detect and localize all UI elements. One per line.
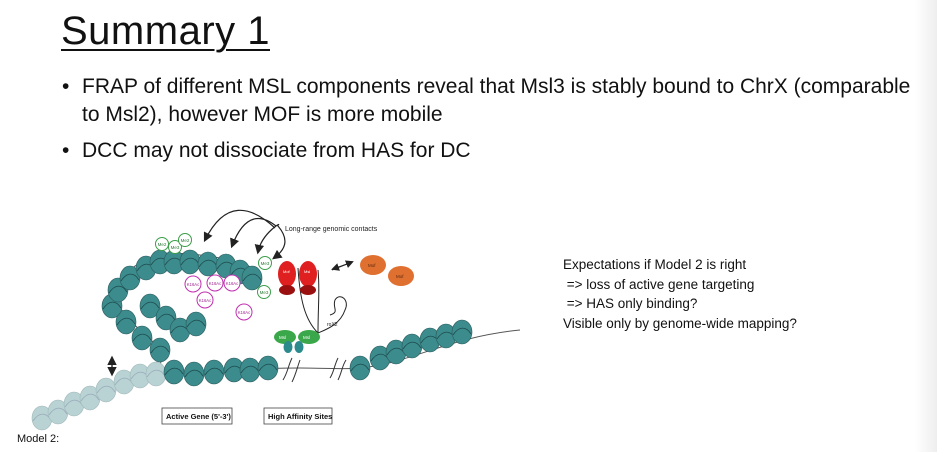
has-box	[263, 407, 333, 425]
svg-text:K16Ac: K16Ac	[226, 281, 238, 286]
active-gene-box	[161, 407, 233, 425]
svg-text:K16Ac: K16Ac	[209, 281, 221, 286]
contact-arrow	[203, 209, 276, 243]
svg-text:Me2: Me2	[181, 238, 190, 243]
svg-text:Me3: Me3	[171, 245, 180, 250]
svg-text:Me3: Me3	[261, 261, 270, 266]
msl-green-subunit	[274, 330, 296, 344]
free-mof-2	[388, 266, 414, 286]
msl-green-subunit	[298, 330, 320, 344]
rox-rna	[297, 267, 347, 334]
dna-wrap	[164, 367, 184, 376]
contact-arrow	[230, 218, 277, 249]
msl-red-subunit	[278, 261, 296, 287]
dna-wrap	[184, 369, 204, 378]
svg-text:K16Ac: K16Ac	[238, 310, 250, 315]
expectations-text: Expectations if Model 2 is right => loss…	[563, 255, 797, 333]
msl-teal-subunit	[294, 341, 304, 353]
contacts-label: Long-range genomic contacts	[285, 226, 378, 233]
dcc-complex: roX2 Mof Msl Msl Msl	[274, 261, 347, 353]
model-label: Model 2:	[17, 433, 60, 445]
dna-wrap	[240, 365, 260, 374]
free-mof-1	[360, 255, 386, 275]
dna-wrap	[242, 273, 262, 282]
svg-text:Mof: Mof	[368, 263, 376, 268]
dna-wrap	[120, 273, 140, 282]
bullet-frap: FRAP of different MSL components reveal …	[62, 73, 912, 129]
rox-label: roX2	[327, 322, 338, 328]
dna-wrap	[116, 317, 136, 326]
svg-text:K16Ac: K16Ac	[199, 298, 211, 303]
dna-wrap	[198, 259, 218, 268]
dna-wrap	[132, 333, 152, 342]
bullet-dcc: DCC may not dissociate from HAS for DC	[62, 137, 912, 165]
contact-arrow	[272, 225, 286, 260]
msl-dark-subunit	[300, 285, 316, 295]
bullet-list: FRAP of different MSL components reveal …	[62, 73, 912, 173]
dna-wrap	[156, 313, 176, 322]
svg-text:Msl: Msl	[304, 269, 310, 274]
acetyl-marks: K16Ac K16Ac K16Ac K16Ac K16Ac	[184, 274, 253, 321]
dna-wrap	[140, 301, 160, 310]
methyl-marks: Me2 Me3 Me2 Me3 Me3	[155, 233, 272, 299]
has-lines	[282, 357, 347, 383]
dna-wrap	[108, 285, 128, 294]
nucleosome-group	[31, 249, 473, 431]
expectation-line: Visible only by genome-wide mapping?	[563, 315, 797, 331]
dna-wrap	[80, 393, 100, 402]
dna-wrap	[96, 385, 116, 394]
nucleosome	[257, 355, 279, 381]
has-label: High Affinity Sites	[268, 412, 332, 421]
svg-text:Me2: Me2	[158, 242, 167, 247]
dna-wrap	[258, 363, 278, 372]
nucleosome	[95, 377, 117, 403]
active-gene-label: Active Gene (5'-3')	[166, 412, 231, 421]
nucleosome	[115, 309, 137, 335]
nucleosome	[451, 319, 473, 345]
svg-text:Mof: Mof	[283, 269, 291, 274]
nucleosome	[349, 355, 371, 381]
contact-arrow	[254, 223, 280, 255]
expectation-line: Expectations if Model 2 is right	[563, 257, 747, 272]
svg-text:Msl: Msl	[279, 335, 286, 340]
dna-wrap	[402, 341, 422, 350]
msl-dark-subunit	[279, 285, 295, 295]
msl-teal-subunit	[283, 341, 293, 353]
svg-text:Mof: Mof	[396, 274, 404, 279]
msl-red-subunit	[299, 261, 317, 287]
dna-wrap	[204, 367, 224, 376]
nucleosome	[149, 337, 171, 363]
slide-edge-shadow	[915, 0, 937, 452]
dna-wrap	[102, 301, 122, 310]
nucleosome	[139, 293, 161, 319]
nucleosome	[131, 325, 153, 351]
dna-wrap	[146, 369, 166, 378]
slide-title: Summary 1	[61, 9, 270, 53]
expectation-line: => HAS only binding?	[563, 296, 698, 311]
svg-text:Msl: Msl	[303, 335, 310, 340]
dna-wrap	[150, 345, 170, 354]
nucleosome	[241, 265, 263, 291]
dna-wrap	[350, 363, 370, 372]
nucleosome	[185, 311, 207, 337]
svg-text:Me3: Me3	[260, 290, 269, 295]
dna-wrap	[180, 257, 200, 266]
dna-wrap	[452, 327, 472, 336]
expectation-line: => loss of active gene targeting	[563, 276, 755, 292]
dna-wrap	[48, 407, 68, 416]
dna-wrap	[186, 319, 206, 328]
svg-text:K16Ac: K16Ac	[187, 282, 199, 287]
